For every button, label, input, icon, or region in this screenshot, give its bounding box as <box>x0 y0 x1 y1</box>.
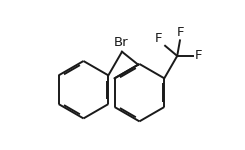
Text: F: F <box>177 26 184 39</box>
Text: F: F <box>155 32 162 45</box>
Text: F: F <box>195 49 202 62</box>
Text: Br: Br <box>114 36 129 48</box>
